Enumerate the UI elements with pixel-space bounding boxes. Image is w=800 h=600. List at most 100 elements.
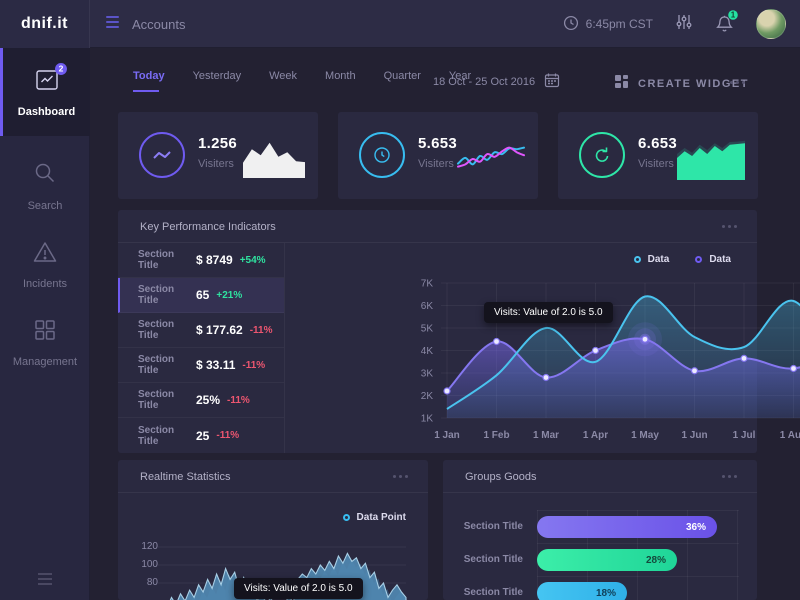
kpi-row-value: $ 177.62	[196, 323, 243, 337]
stat-card-visitors-3[interactable]: 6.653 Visiters	[558, 112, 758, 199]
kpi-row[interactable]: Section Title $ 33.11 -11%	[118, 348, 284, 383]
tab-year[interactable]: Year	[448, 70, 472, 82]
y-axis-tick: 100	[141, 559, 158, 570]
kpi-row-value: 65	[196, 288, 210, 302]
legend-item-data-point[interactable]: Data Point	[342, 512, 406, 523]
refresh-icon	[579, 132, 625, 178]
svg-text:1 May: 1 May	[631, 430, 659, 441]
panel-title: Key Performance Indicators	[140, 221, 276, 233]
legend-label: Data Point	[356, 512, 406, 523]
stat-value: 1.256	[198, 135, 238, 152]
svg-text:1 Jun: 1 Jun	[681, 430, 707, 441]
kpi-row-delta: +54%	[239, 254, 266, 266]
create-widget-label: CREATE WIDGET	[638, 78, 749, 90]
groups-goods-panel: Groups Goods Section Title Section Title…	[443, 460, 757, 600]
tab-yesterday[interactable]: Yesterday	[192, 70, 242, 82]
legend-item-data-blue[interactable]: Data	[633, 254, 669, 265]
sidebar-item-management[interactable]: Management	[0, 318, 90, 368]
kpi-line-chart[interactable]: 7K 6K 5K 4K 3K 2K 1K1 Jan 1 Feb 1 Mar 1 Apr 1 May 1…	[405, 249, 800, 449]
kpi-row-value: 25%	[196, 393, 221, 407]
widget-more-options-icon[interactable]	[730, 81, 745, 84]
tab-quarter[interactable]: Quarter	[383, 70, 421, 82]
svg-text:1 Jan: 1 Jan	[434, 430, 460, 441]
bar-row-label: Section Title	[463, 587, 523, 598]
svg-text:7K: 7K	[421, 279, 434, 290]
current-time: 6:45pm CST	[585, 17, 653, 31]
groups-more-options-icon[interactable]	[722, 475, 737, 478]
user-avatar[interactable]	[756, 9, 786, 39]
legend-ring-icon	[695, 256, 703, 263]
list-icon[interactable]	[104, 14, 122, 35]
kpi-panel: Key Performance Indicators Section Title…	[118, 210, 800, 453]
kpi-row-value: $ 8749	[196, 253, 233, 267]
kpi-row-delta: -11%	[227, 394, 250, 406]
kpi-row-label: Section Title	[138, 284, 175, 306]
trend-icon	[139, 132, 185, 178]
calendar-icon	[544, 72, 560, 91]
create-widget-button[interactable]: CREATE WIDGET	[614, 74, 749, 94]
logo-container[interactable]: dnif.it	[0, 0, 90, 48]
breadcrumb: Accounts	[104, 0, 185, 48]
chart-tooltip: Visits: Value of 2.0 is 5.0	[484, 302, 613, 323]
progress-value: 36%	[685, 521, 706, 533]
stat-card-visitors-2[interactable]: 5.653 Visiters	[338, 112, 538, 199]
kpi-row-label: Section Title	[138, 354, 175, 376]
kpi-panel-header: Key Performance Indicators	[118, 210, 757, 243]
sparkline-area-chart	[243, 142, 305, 178]
kpi-row-delta: -11%	[242, 359, 266, 371]
kpi-row-selected[interactable]: Section Title 65 +21%	[118, 278, 284, 313]
stat-value: 6.653	[638, 135, 678, 152]
sidebar-item-dashboard[interactable]: 2 Dashboard	[0, 48, 90, 136]
clock-widget: 6:45pm CST	[563, 15, 653, 34]
date-range-label: 18 Oct - 25 Oct 2016	[433, 75, 536, 88]
kpi-row[interactable]: Section Title 25 -11%	[118, 418, 284, 453]
navbar-actions: 6:45pm CST 1	[563, 0, 786, 48]
sidebar-item-search[interactable]: Search	[0, 160, 90, 212]
kpi-row-delta: +21%	[216, 289, 243, 301]
dashboard-icon: 2	[34, 63, 67, 97]
tab-month[interactable]: Month	[325, 70, 356, 82]
kpi-row-delta: -11%	[249, 324, 273, 336]
tab-today[interactable]: Today	[133, 70, 165, 92]
kpi-row-label: Section Title	[138, 389, 175, 411]
progress-bar[interactable]: 18%	[537, 582, 627, 600]
legend-ring-icon	[633, 256, 641, 263]
progress-bar[interactable]: 36%	[537, 516, 717, 538]
stat-card-visitors-1[interactable]: 1.256 Visiters	[118, 112, 318, 199]
progress-value: 28%	[645, 554, 666, 566]
kpi-row-label: Section Title	[138, 249, 175, 271]
kpi-more-options-icon[interactable]	[722, 225, 737, 228]
kpi-table: Section Title $ 8749 +54% Section Title …	[118, 243, 285, 453]
progress-bar[interactable]: 28%	[537, 549, 677, 571]
chart-tooltip: Visits: Value of 2.0 is 5.0	[234, 578, 363, 599]
stat-value: 5.653	[418, 135, 458, 152]
realtime-panel-header: Realtime Statistics	[118, 460, 428, 493]
filters-icon[interactable]	[675, 13, 693, 36]
svg-text:2K: 2K	[421, 391, 434, 402]
tab-week[interactable]: Week	[269, 70, 298, 82]
stat-label: Visiters	[418, 158, 454, 170]
legend-ring-icon	[342, 514, 350, 521]
search-icon	[32, 160, 58, 191]
svg-text:6K: 6K	[421, 301, 434, 312]
collapse-menu-icon[interactable]	[0, 572, 90, 586]
top-navbar: dnif.it Accounts 6:45pm CST 1	[0, 0, 800, 48]
svg-text:1K: 1K	[421, 414, 434, 425]
sidebar-item-label: Dashboard	[17, 106, 76, 118]
kpi-row-label: Section Title	[138, 424, 175, 447]
notifications-button[interactable]: 1	[715, 10, 738, 34]
svg-text:1 Apr: 1 Apr	[583, 430, 608, 441]
grid-icon	[33, 318, 57, 347]
svg-text:1 Aug: 1 Aug	[780, 430, 800, 441]
kpi-row[interactable]: Section Title 25% -11%	[118, 383, 284, 418]
kpi-row[interactable]: Section Title $ 177.62 -11%	[118, 313, 284, 348]
date-range-picker[interactable]: 18 Oct - 25 Oct 2016	[433, 72, 560, 91]
y-axis-tick: 80	[146, 577, 158, 588]
kpi-row[interactable]: Section Title $ 8749 +54%	[118, 243, 284, 278]
stat-label: Visiters	[198, 158, 234, 170]
legend-item-data-purple[interactable]: Data	[695, 254, 731, 265]
svg-text:4K: 4K	[421, 346, 434, 357]
sidebar-item-incidents[interactable]: Incidents	[0, 240, 90, 290]
realtime-more-options-icon[interactable]	[393, 475, 408, 478]
sparkline-stacked-area-chart	[677, 140, 745, 180]
